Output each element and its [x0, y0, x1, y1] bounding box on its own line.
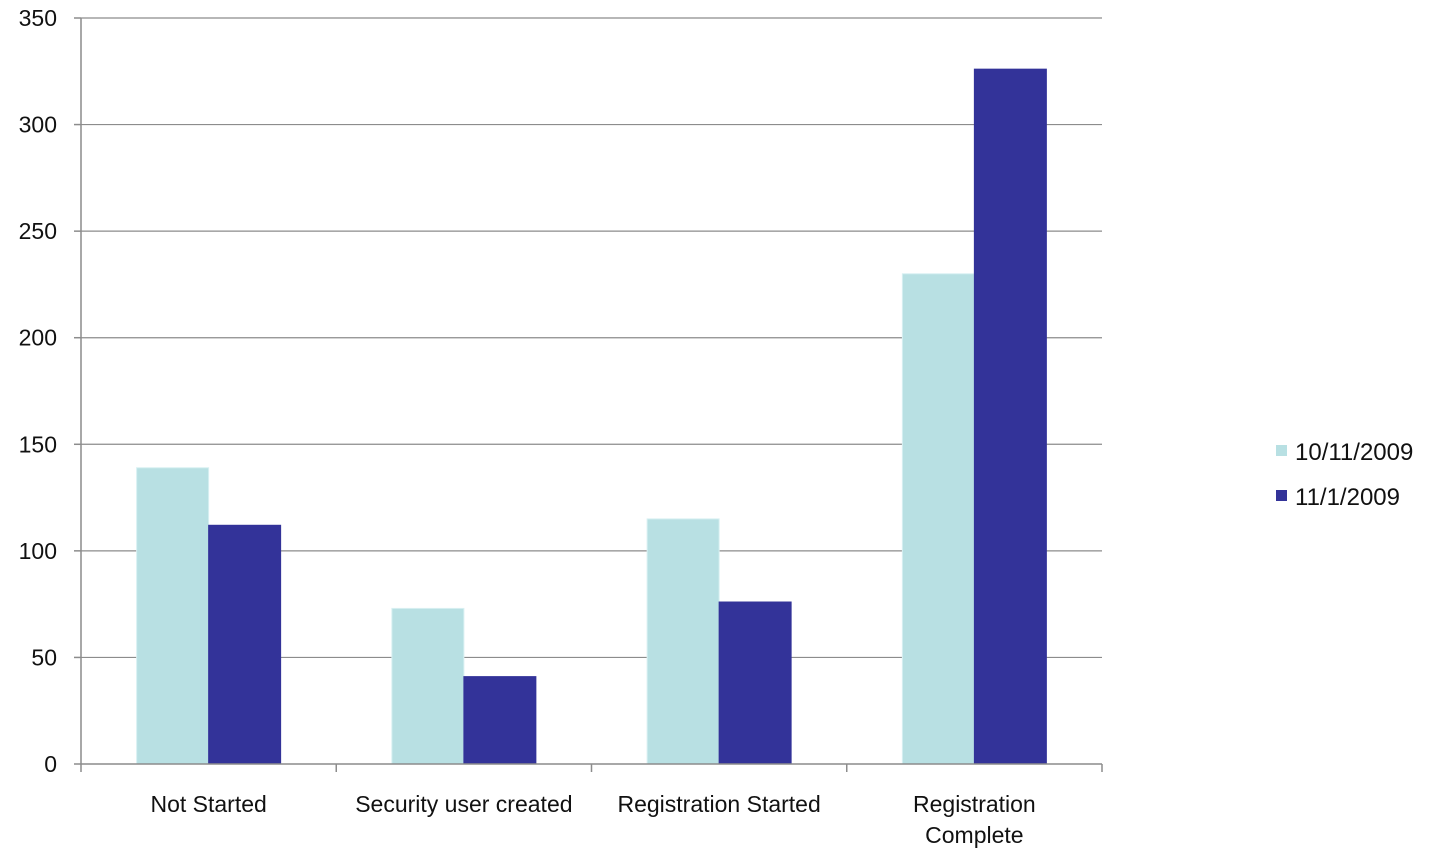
axes — [74, 17, 1103, 772]
y-tick-label: 350 — [19, 5, 57, 31]
x-category-label: Security user created — [355, 791, 572, 817]
bar-1-1 — [136, 467, 210, 765]
bar-2-3 — [718, 601, 792, 765]
y-tick-label: 100 — [19, 538, 57, 564]
bar-1-2 — [391, 607, 465, 765]
bar-2-1 — [208, 524, 282, 765]
bar-1-3 — [646, 518, 720, 765]
legend-label-2: 11/1/2009 — [1295, 484, 1400, 511]
legend: 10/11/2009 11/1/2009 — [1276, 439, 1413, 511]
bar-2-2 — [463, 676, 537, 765]
y-tick-label: 250 — [19, 218, 57, 244]
x-category-labels: Not Started Security user created Registra… — [150, 791, 1035, 848]
x-category-label: Registration Started — [617, 791, 820, 817]
legend-swatch-2 — [1276, 490, 1287, 501]
y-tick-label: 200 — [19, 325, 57, 351]
y-tick-label: 300 — [19, 112, 57, 138]
bar-2-4 — [973, 68, 1047, 765]
x-category-label: Complete — [925, 822, 1023, 848]
legend-label-1: 10/11/2009 — [1295, 439, 1413, 466]
y-tick-labels: 0 50 100 150 200 250 300 350 — [19, 5, 57, 777]
y-tick-label: 50 — [31, 644, 57, 670]
x-category-label: Registration — [913, 791, 1036, 817]
y-tick-label: 150 — [19, 431, 57, 457]
bar-1-4 — [901, 273, 975, 765]
bars — [136, 68, 1047, 765]
legend-swatch-1 — [1276, 445, 1287, 456]
x-category-label: Not Started — [150, 791, 266, 817]
y-tick-label: 0 — [44, 751, 57, 777]
